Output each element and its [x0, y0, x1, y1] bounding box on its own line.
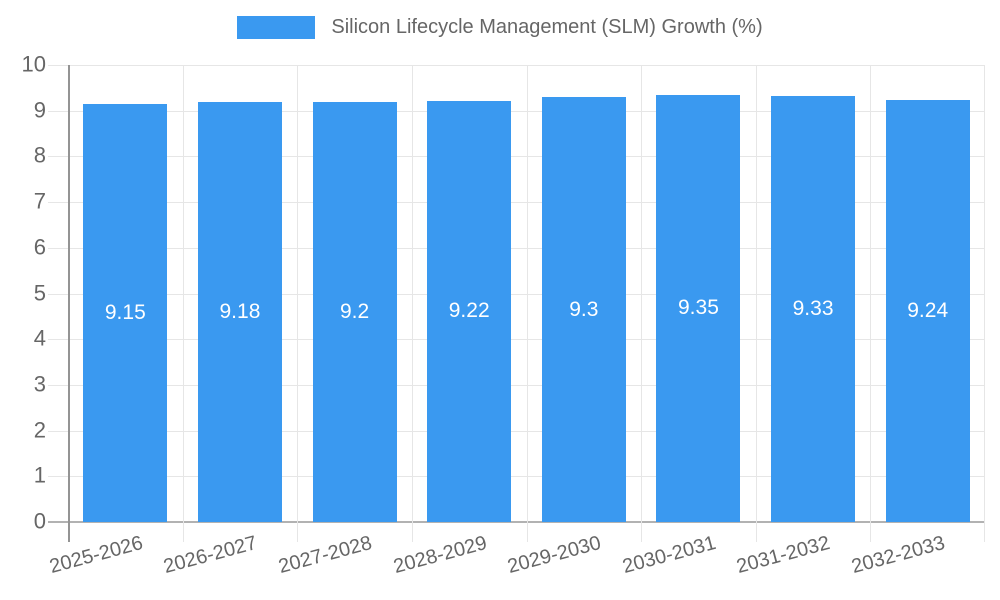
x-tick-label-2026-2027: 2026-2027: [161, 532, 260, 579]
gridline-x-7: [870, 65, 872, 542]
chart-title: Silicon Lifecycle Management (SLM) Growt…: [331, 16, 763, 38]
bar-2032-2033[interactable]: 9.24: [885, 99, 970, 522]
plot-area: 0 1 2 3 4 5 6 7 8 9 10 9.15 2025-2026 9.18 2026-2027 9.…: [22, 51, 985, 578]
bar-2028-2029[interactable]: 9.22: [427, 100, 512, 522]
x-axis-line: [48, 521, 985, 523]
bar-value-label: 9.33: [792, 296, 834, 320]
bar-value-label: 9.24: [907, 298, 949, 322]
legend-swatch: [237, 16, 316, 39]
x-tick-label-2029-2030: 2029-2030: [505, 532, 604, 579]
bar-value-label: 9.18: [219, 300, 261, 324]
x-tick-label-2025-2026: 2025-2026: [46, 532, 146, 579]
bar-value-label: 9.3: [569, 297, 599, 321]
gridline-x-8: [984, 65, 985, 542]
legend-item[interactable]: Silicon Lifecycle Management (SLM) Growt…: [0, 16, 1000, 39]
gridline-x-5: [641, 65, 643, 542]
gridline-x-4: [526, 65, 528, 542]
y-tick-label-0: 0: [33, 508, 46, 534]
gridline-y-4: [48, 339, 985, 341]
bar-value-label: 9.35: [678, 296, 719, 320]
x-tick-label-2031-2032: 2031-2032: [734, 532, 833, 579]
gridline-y-7: [48, 202, 985, 204]
bar-value-label: 9.15: [104, 300, 146, 324]
y-axis-line: [68, 65, 70, 542]
gridline-y-10: [48, 65, 985, 66]
bar-2031-2032[interactable]: 9.33: [771, 95, 856, 522]
gridline-y-2: [48, 430, 985, 432]
gridline-y-9: [48, 110, 985, 112]
y-tick-label-10: 10: [21, 51, 46, 77]
gridline-y-1: [48, 476, 985, 478]
y-tick-label-6: 6: [33, 234, 46, 260]
bar-value-label: 9.2: [339, 299, 370, 323]
gridline-x-1: [182, 65, 184, 542]
y-tick-label-3: 3: [33, 371, 46, 397]
x-tick-label-2030-2031: 2030-2031: [620, 532, 719, 579]
bar-2026-2027[interactable]: 9.18: [197, 102, 282, 522]
x-tick-label-2032-2033: 2032-2033: [849, 532, 948, 579]
y-tick-label-2: 2: [33, 417, 46, 443]
bar-2030-2031[interactable]: 9.35: [656, 94, 741, 522]
bar-2025-2026[interactable]: 9.15: [83, 103, 168, 522]
y-tick-label-1: 1: [33, 462, 46, 488]
gridline-x-3: [411, 65, 413, 542]
x-tick-label-2028-2029: 2028-2029: [390, 532, 489, 579]
bar-2029-2030[interactable]: 9.3: [541, 97, 626, 522]
gridline-y-3: [48, 384, 985, 386]
gridline-x-6: [755, 65, 757, 542]
bar-2027-2028[interactable]: 9.2: [312, 101, 397, 522]
gridline-y-8: [48, 156, 985, 158]
gridline-y-5: [48, 293, 985, 295]
y-tick-label-8: 8: [33, 142, 46, 168]
x-tick-label-2027-2028: 2027-2028: [276, 532, 375, 579]
gridline-x-2: [297, 65, 299, 542]
y-tick-label-5: 5: [33, 279, 46, 305]
gridline-y-6: [48, 247, 985, 249]
y-tick-label-9: 9: [33, 97, 46, 123]
bar-value-label: 9.22: [448, 299, 490, 323]
y-tick-label-4: 4: [33, 325, 46, 351]
y-tick-label-7: 7: [33, 188, 46, 214]
